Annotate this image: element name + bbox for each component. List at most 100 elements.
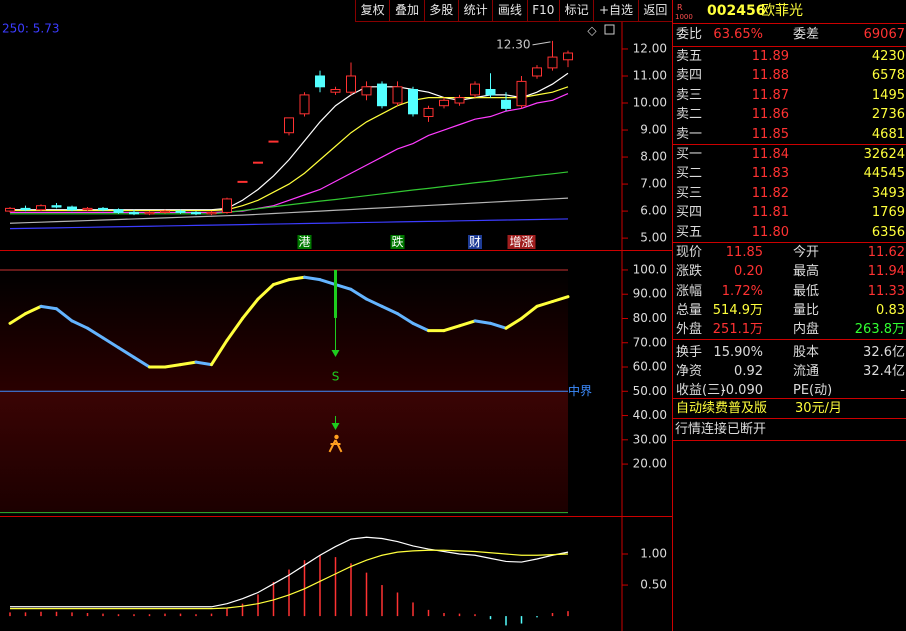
candle-body (5, 207, 15, 212)
candle-body (113, 209, 124, 213)
book-label: 卖三 (676, 87, 703, 103)
quote-value: 0.92 (734, 363, 763, 379)
macd-line (10, 549, 569, 610)
toolbar: 复权 叠加 多股 统计 画线 F10 标记 +自选 返回 (355, 0, 672, 22)
y-tick-label: 10.00 (633, 96, 667, 110)
indicator-segment (318, 278, 337, 287)
book-volume: 44545 (863, 166, 905, 182)
y-tick-label: 7.00 (640, 177, 667, 191)
quote-label: 最低 (793, 283, 820, 299)
indicator-segment (396, 312, 415, 325)
toolbar-button[interactable]: 多股 (423, 0, 458, 21)
indicator-segment (132, 355, 151, 369)
y-tick-label: 40.00 (633, 408, 667, 422)
book-label: 卖二 (676, 107, 703, 123)
icon[interactable]: ◇ (587, 24, 597, 38)
macd-line (10, 536, 569, 608)
event-label: 跌 (391, 234, 403, 249)
ma-line (9, 197, 569, 224)
candle-body (516, 80, 527, 107)
indicator-segment (241, 297, 260, 320)
fee-label: 自动续费普及版 (676, 401, 768, 416)
toolbar-button[interactable]: +自选 (593, 0, 637, 21)
candle-body (160, 210, 170, 213)
book-volume: 1769 (871, 205, 905, 221)
indicator-segment (473, 319, 492, 325)
quote-label: 委差 (793, 27, 820, 42)
ma-line (10, 93, 569, 214)
fee-row: 自动续费普及版 30元/月 (675, 399, 905, 418)
event-label: 港 (298, 235, 310, 249)
y-tick-label: 60.00 (633, 360, 667, 374)
indicator-segment (458, 319, 477, 328)
toolbar-button[interactable]: F10 (526, 0, 559, 21)
indicator-segment (334, 283, 353, 291)
candle-body (98, 207, 108, 211)
book-price: 11.89 (751, 49, 789, 64)
book-price: 11.85 (751, 126, 789, 142)
quote-label: 换手 (676, 344, 703, 360)
indicator-segment (39, 304, 58, 311)
toolbar-button[interactable]: 标记 (559, 0, 593, 21)
quote-label: 最高 (793, 264, 820, 280)
signal-figure (328, 439, 343, 453)
candle-body (315, 75, 325, 88)
candle-body (501, 99, 511, 109)
toolbar-button[interactable]: 返回 (637, 0, 672, 21)
zone-upper (0, 270, 568, 391)
toolbar-button[interactable]: 复权 (355, 0, 389, 21)
book-label: 买三 (676, 185, 703, 201)
quote-label: 股本 (793, 344, 820, 360)
toolbar-button[interactable]: 叠加 (389, 0, 423, 21)
y-tick-label: 0.50 (640, 578, 667, 592)
y-tick-label: 9.00 (640, 123, 667, 137)
book-row: 卖二 11.86 2736 (675, 105, 905, 124)
quote-value: 514.9万 (712, 302, 763, 318)
quote-row: 涨幅 1.72% 最低 11.33 (675, 282, 905, 301)
candle-body (253, 161, 263, 164)
quote-value: 11.33 (867, 283, 905, 299)
book-label: 买一 (676, 147, 703, 162)
quote-value: 11.62 (867, 245, 905, 260)
signal-arrow (331, 422, 340, 430)
ma-line (9, 218, 569, 230)
event-label: 增涨 (509, 234, 533, 249)
quote-value: 263.8万 (854, 322, 905, 338)
toolbar-button[interactable]: 画线 (492, 0, 526, 21)
indicator-segment (272, 278, 291, 287)
fee-price: 30元/月 (795, 401, 842, 416)
y-tick-label: 11.00 (633, 68, 667, 82)
quote-label: PE(动) (793, 383, 833, 399)
candle-body (439, 99, 449, 107)
candle-body (284, 117, 294, 134)
candle-body (330, 88, 341, 93)
separator (673, 440, 906, 441)
indicator-segment (303, 275, 322, 282)
quote-label: 外盘 (676, 322, 703, 338)
toolbar-button[interactable]: 统计 (457, 0, 492, 21)
candle-body (82, 207, 93, 211)
book-label: 卖五 (676, 49, 703, 64)
icon[interactable] (604, 24, 615, 35)
quote-value: 69067 (863, 27, 905, 42)
quote-label: 涨幅 (676, 283, 703, 299)
book-volume: 4681 (871, 126, 905, 142)
quote-value: 11.85 (725, 245, 763, 260)
y-tick-label: 70.00 (633, 335, 667, 349)
candle-body (144, 211, 155, 215)
y-tick-label: 30.00 (633, 432, 667, 446)
peak-label: 12.30 (496, 37, 530, 51)
separator (673, 418, 906, 419)
book-row: 买二 11.83 44545 (675, 164, 905, 183)
book-label: 买五 (676, 224, 703, 240)
candle-body (392, 86, 403, 104)
book-volume: 32624 (863, 147, 905, 162)
ma-line (10, 86, 569, 212)
book-volume: 6578 (871, 68, 905, 84)
book-row: 买三 11.82 3493 (675, 184, 905, 203)
candle-body (237, 180, 248, 183)
candle-body (191, 211, 201, 215)
ma-label: 250: 5.73 (2, 22, 59, 36)
indicator-segment (380, 304, 399, 316)
book-label: 卖一 (676, 126, 703, 142)
